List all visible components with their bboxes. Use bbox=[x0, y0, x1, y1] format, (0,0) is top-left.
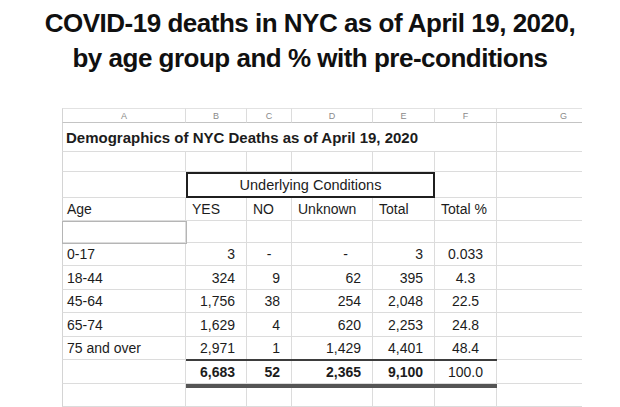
slide: COVID-19 deaths in NYC as of April 19, 2… bbox=[0, 0, 620, 407]
empty-cell[interactable] bbox=[497, 172, 582, 198]
spreadsheet: A B C D E F G Demographics of NYC Deaths… bbox=[62, 108, 582, 407]
cell-total-pct-3[interactable]: 24.8 bbox=[435, 313, 497, 337]
cell-no-3[interactable]: 4 bbox=[247, 313, 292, 337]
cell-total-3[interactable]: 2,253 bbox=[373, 313, 435, 337]
empty-cell[interactable] bbox=[497, 243, 582, 266]
empty-cell[interactable] bbox=[186, 152, 247, 172]
column-header-d[interactable]: D bbox=[292, 108, 373, 123]
empty-cell[interactable] bbox=[497, 123, 582, 152]
cell-yes-0[interactable]: 3 bbox=[186, 243, 247, 266]
conditions-banner[interactable]: Underlying Conditions bbox=[186, 172, 435, 198]
empty-cell[interactable] bbox=[497, 221, 582, 243]
total-no[interactable]: 52 bbox=[247, 360, 292, 384]
empty-cell[interactable] bbox=[62, 384, 186, 407]
cell-unknown-3[interactable]: 620 bbox=[292, 313, 373, 337]
cell-no-1[interactable]: 9 bbox=[247, 266, 292, 290]
cell-no-0[interactable]: - bbox=[247, 243, 292, 266]
empty-cell[interactable] bbox=[62, 152, 186, 172]
column-header-c[interactable]: C bbox=[247, 108, 292, 123]
header-unknown[interactable]: Unknown bbox=[292, 198, 373, 221]
cell-no-2[interactable]: 38 bbox=[247, 290, 292, 313]
header-no[interactable]: NO bbox=[247, 198, 292, 221]
cell-yes-4[interactable]: 2,971 bbox=[186, 337, 247, 360]
page-title-line1: COVID-19 deaths in NYC as of April 19, 2… bbox=[0, 6, 620, 41]
header-total[interactable]: Total bbox=[373, 198, 435, 221]
empty-cell[interactable] bbox=[497, 152, 582, 172]
cell-no-4[interactable]: 1 bbox=[247, 337, 292, 360]
column-header-a[interactable]: A bbox=[62, 108, 186, 123]
cell-total-2[interactable]: 2,048 bbox=[373, 290, 435, 313]
empty-cell[interactable] bbox=[497, 290, 582, 313]
cell-unknown-4[interactable]: 1,429 bbox=[292, 337, 373, 360]
cell-yes-3[interactable]: 1,629 bbox=[186, 313, 247, 337]
cell-age-3[interactable]: 65-74 bbox=[62, 313, 186, 337]
sheet-title-cell[interactable]: Demographics of NYC Deaths as of April 1… bbox=[62, 123, 497, 152]
page-title-line2: by age group and % with pre-conditions bbox=[0, 41, 620, 76]
cell-total-pct-0[interactable]: 0.033 bbox=[435, 243, 497, 266]
cell-total-pct-4[interactable]: 48.4 bbox=[435, 337, 497, 360]
empty-cell[interactable] bbox=[497, 198, 582, 221]
active-cell-outline bbox=[62, 221, 187, 244]
empty-cell[interactable] bbox=[62, 360, 186, 384]
cell-age-0[interactable]: 0-17 bbox=[62, 243, 186, 266]
empty-cell[interactable] bbox=[497, 384, 582, 407]
column-header-b[interactable]: B bbox=[186, 108, 247, 123]
cell-total-0[interactable]: 3 bbox=[373, 243, 435, 266]
cell-age-2[interactable]: 45-64 bbox=[62, 290, 186, 313]
total-total-pct[interactable]: 100.0 bbox=[435, 360, 497, 384]
column-header-f[interactable]: F bbox=[435, 108, 497, 123]
cell-total-pct-2[interactable]: 22.5 bbox=[435, 290, 497, 313]
total-total[interactable]: 9,100 bbox=[373, 360, 435, 384]
empty-cell[interactable] bbox=[435, 221, 497, 243]
column-header-e[interactable]: E bbox=[373, 108, 435, 123]
cell-age-1[interactable]: 18-44 bbox=[62, 266, 186, 290]
total-yes[interactable]: 6,683 bbox=[186, 360, 247, 384]
totals-top-border bbox=[186, 359, 497, 361]
empty-cell[interactable] bbox=[292, 152, 373, 172]
header-total-pct[interactable]: Total % bbox=[435, 198, 497, 221]
page-title: COVID-19 deaths in NYC as of April 19, 2… bbox=[0, 6, 620, 76]
total-unknown[interactable]: 2,365 bbox=[292, 360, 373, 384]
cell-yes-1[interactable]: 324 bbox=[186, 266, 247, 290]
empty-cell[interactable] bbox=[497, 313, 582, 337]
empty-cell[interactable] bbox=[435, 152, 497, 172]
cell-total-pct-1[interactable]: 4.3 bbox=[435, 266, 497, 290]
empty-cell[interactable] bbox=[373, 152, 435, 172]
cell-total-1[interactable]: 395 bbox=[373, 266, 435, 290]
empty-cell[interactable] bbox=[186, 221, 247, 243]
cell-unknown-1[interactable]: 62 bbox=[292, 266, 373, 290]
empty-cell[interactable] bbox=[497, 337, 582, 360]
header-yes[interactable]: YES bbox=[186, 198, 247, 221]
cell-unknown-2[interactable]: 254 bbox=[292, 290, 373, 313]
empty-cell[interactable] bbox=[435, 172, 497, 198]
column-header-g[interactable]: G bbox=[497, 108, 582, 123]
empty-cell[interactable] bbox=[373, 221, 435, 243]
empty-cell[interactable] bbox=[62, 172, 186, 198]
cell-yes-2[interactable]: 1,756 bbox=[186, 290, 247, 313]
empty-cell[interactable] bbox=[292, 221, 373, 243]
empty-cell[interactable] bbox=[247, 221, 292, 243]
cell-age-4[interactable]: 75 and over bbox=[62, 337, 186, 360]
empty-cell[interactable] bbox=[497, 360, 582, 384]
empty-cell[interactable] bbox=[247, 152, 292, 172]
cell-total-4[interactable]: 4,401 bbox=[373, 337, 435, 360]
totals-bottom-border bbox=[186, 384, 497, 388]
cell-unknown-0[interactable]: - bbox=[292, 243, 373, 266]
header-age[interactable]: Age bbox=[62, 198, 186, 221]
empty-cell[interactable] bbox=[497, 266, 582, 290]
